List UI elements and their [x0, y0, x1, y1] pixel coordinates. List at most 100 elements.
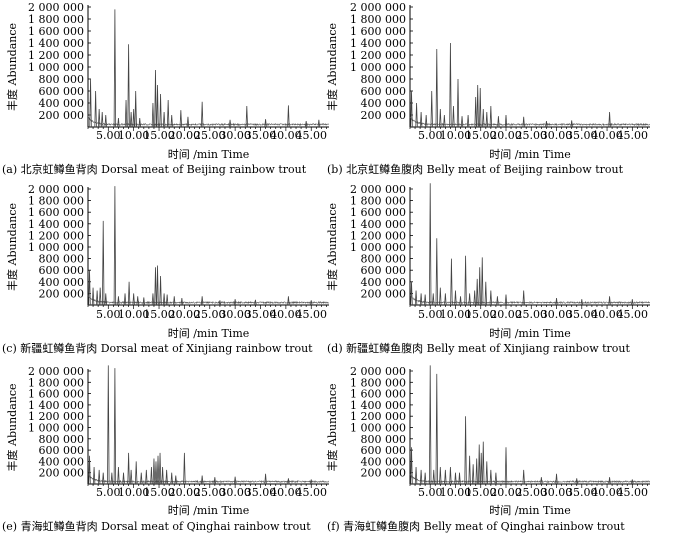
y-tick-label: 1 200 000: [28, 49, 84, 62]
chromatogram-peak: [414, 290, 418, 306]
x-tick-label: 10.00: [118, 308, 150, 321]
chromatogram-peak: [151, 293, 155, 306]
y-tick-label: 1 400 000: [350, 399, 406, 412]
y-tick-label: 200 000: [361, 109, 407, 122]
y-tick-label: 1 200 000: [350, 49, 406, 62]
y-axis-title: 丰度 Abundance: [5, 383, 19, 471]
y-tick-label: 1 400 000: [350, 37, 406, 50]
x-tick-label: 20.00: [169, 486, 201, 499]
panel-caption: (c) 新疆虹鳟鱼背肉 Dorsal meat of Xinjiang rain…: [2, 341, 313, 355]
chromatogram-peak: [113, 9, 117, 128]
y-tick-label: 200 000: [361, 467, 407, 480]
x-tick-label: 40.00: [591, 486, 623, 499]
chromatogram-peak: [91, 287, 95, 306]
chromatogram-peak: [150, 467, 153, 485]
chromatogram-peak: [152, 458, 156, 485]
x-axis-title: 时间 /min Time: [168, 327, 250, 340]
panel-caption: (d) 新疆虹鳟鱼腹肉 Belly meat of Xinjiang rainb…: [327, 341, 630, 355]
y-tick-label: 400 000: [361, 276, 407, 289]
chromatogram-peak: [478, 444, 481, 485]
chromatogram-peak: [102, 220, 105, 306]
x-tick-label: 15.00: [465, 308, 497, 321]
chromatogram-peak: [489, 105, 493, 128]
y-tick-label: 2 000 000: [350, 365, 406, 378]
chromatogram-peak: [456, 78, 460, 128]
y-tick-label: 1 600 000: [28, 388, 84, 401]
chromatogram-peak: [444, 293, 447, 306]
chromatogram-peak: [92, 467, 96, 485]
y-tick-label: 1 800 000: [350, 195, 406, 208]
chromatogram-peak: [213, 477, 217, 485]
chromatogram-peak: [460, 116, 464, 128]
x-tick-label: 45.00: [617, 308, 649, 321]
chromatogram-peak: [161, 467, 164, 485]
chromatogram-peak: [129, 111, 133, 128]
chromatogram-peak: [94, 90, 97, 128]
x-tick-label: 10.00: [118, 486, 150, 499]
y-tick-label: 1 000 000: [28, 422, 84, 435]
y-tick-label: 1 600 000: [350, 388, 406, 401]
chromatogram-peak: [439, 467, 442, 485]
y-tick-label: 1 400 000: [350, 218, 406, 231]
x-tick-label: 10.00: [440, 308, 472, 321]
chromatogram-peak: [504, 447, 508, 485]
chromatogram-peak: [459, 296, 462, 306]
y-tick-label: 1 600 000: [350, 206, 406, 219]
chromatogram-peak: [464, 255, 467, 306]
chromatogram-peak: [450, 258, 453, 306]
x-tick-label: 15.00: [465, 486, 497, 499]
y-tick-label: 2 000 000: [350, 183, 406, 196]
chromatogram-peak: [454, 290, 457, 306]
chromatogram-peak: [317, 119, 321, 128]
chromatogram-peak: [132, 293, 135, 306]
chromatogram-peak: [159, 93, 162, 128]
chromatogram-peak: [200, 101, 204, 128]
chromatogram-peak: [522, 116, 525, 128]
chromatogram-peak: [186, 116, 190, 128]
x-tick-label: 10.00: [440, 486, 472, 499]
chromatogram-peak: [138, 117, 141, 128]
y-tick-label: 1 200 000: [350, 410, 406, 423]
chromatogram-peak: [104, 293, 107, 306]
chromatogram-peak: [140, 472, 143, 485]
chromatogram-peak: [419, 293, 423, 306]
x-axis-title: 时间 /min Time: [168, 504, 250, 517]
x-tick-label: 35.00: [245, 308, 277, 321]
chromatogram-peak: [423, 294, 427, 306]
x-axis-title: 时间 /min Time: [489, 148, 571, 161]
chromatogram-peak: [304, 120, 308, 128]
chromatogram-peak: [310, 300, 313, 306]
chromatogram-peak: [97, 108, 101, 128]
x-tick-label: 35.00: [245, 486, 277, 499]
chromatogram-peak: [540, 477, 543, 485]
x-tick-label: 45.00: [295, 486, 327, 499]
chromatogram-peak: [575, 478, 578, 485]
x-tick-label: 40.00: [591, 308, 623, 321]
y-tick-label: 1 000 000: [350, 241, 406, 254]
chromatogram-peak: [435, 238, 438, 306]
x-tick-label: 5.00: [418, 308, 443, 321]
chromatogram-peak: [608, 111, 611, 128]
x-tick-label: 20.00: [490, 129, 522, 142]
chromatogram-peak: [162, 293, 166, 306]
x-tick-label: 5.00: [418, 129, 443, 142]
panel-caption: (f) 青海虹鳟鱼腹肉 Belly meat of Qinghai rainbo…: [327, 519, 625, 533]
x-tick-label: 35.00: [245, 129, 277, 142]
chromatogram-peak: [429, 183, 432, 306]
chromatogram-peak: [110, 472, 114, 485]
chromatogram-peak: [310, 479, 313, 485]
chromatogram-peak: [135, 461, 138, 485]
y-tick-label: 400 000: [361, 97, 407, 110]
x-tick-label: 10.00: [440, 129, 472, 142]
x-tick-label: 20.00: [169, 308, 201, 321]
chromatogram-peak: [410, 90, 413, 128]
chromatogram-peak: [122, 472, 125, 485]
x-tick-label: 40.00: [591, 129, 623, 142]
panel-caption: (a) 北京虹鳟鱼背肉 Dorsal meat of Beijing rainb…: [2, 162, 307, 176]
x-tick-label: 30.00: [541, 129, 573, 142]
chromatogram-peak: [415, 102, 418, 128]
y-tick-label: 2 000 000: [350, 1, 406, 14]
y-tick-label: 1 600 000: [28, 206, 84, 219]
